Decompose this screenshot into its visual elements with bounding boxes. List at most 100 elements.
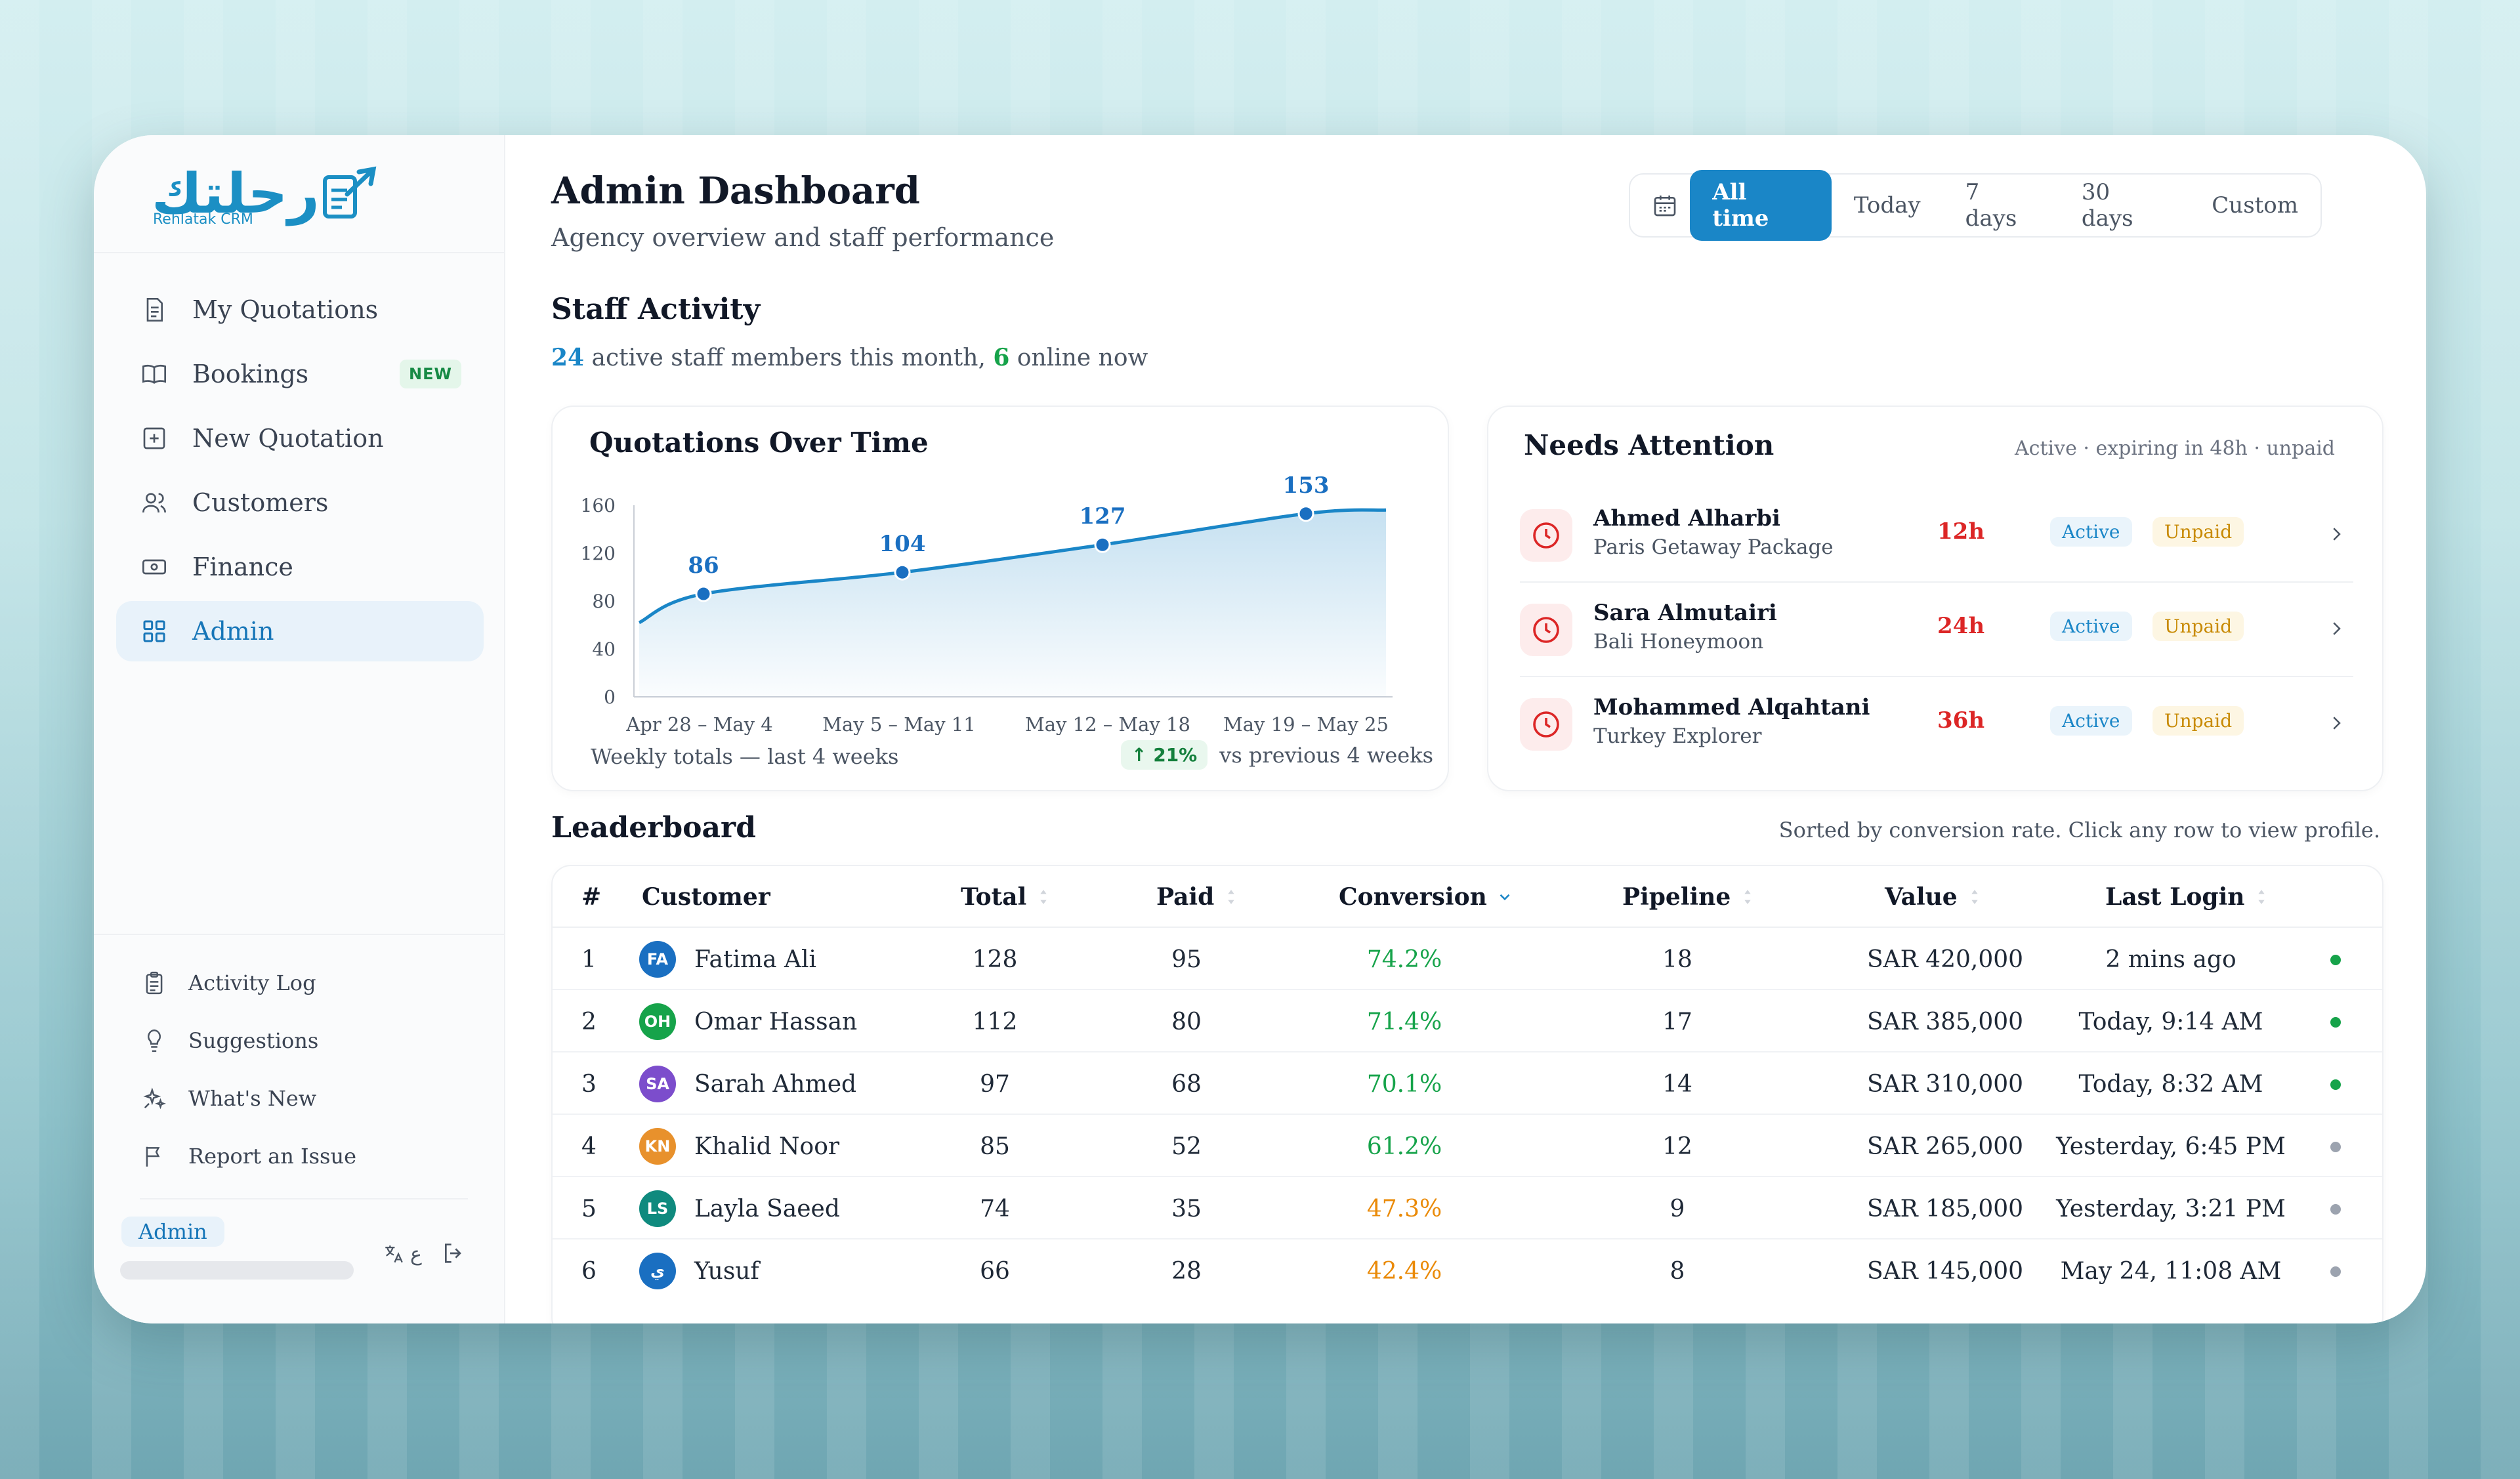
- clock-icon: [1520, 604, 1572, 656]
- sort-icon: [2258, 890, 2265, 904]
- customer-name-cell: Omar Hassan: [694, 1009, 858, 1035]
- rank-cell: 2: [581, 1009, 597, 1035]
- paid-cell: 80: [1171, 1009, 1202, 1035]
- online-status-dot: [2330, 1017, 2341, 1028]
- filter-30-days[interactable]: 30 days: [2081, 179, 2133, 232]
- chart-data-point[interactable]: [1094, 536, 1111, 553]
- chart-data-point[interactable]: [894, 564, 911, 581]
- chart-data-label: 153: [1283, 472, 1330, 499]
- status-badge: Active: [2050, 517, 2132, 547]
- sidebar-item-admin[interactable]: Admin: [116, 601, 484, 661]
- sort-icon: [1744, 890, 1751, 904]
- attention-customer-name: Ahmed Alharbi: [1593, 505, 1780, 531]
- column-paid[interactable]: Paid: [1156, 883, 1236, 911]
- cash-icon: [140, 552, 169, 581]
- table-row[interactable]: 4 KN Khalid Noor 85 52 61.2% 12 SAR 265,000 Yest…: [553, 1115, 2382, 1177]
- table-row[interactable]: 3 SA Sarah Ahmed 97 68 70.1% 14 SAR 310,000 Toda…: [553, 1052, 2382, 1115]
- y-tick-label: 160: [581, 495, 616, 516]
- value-cell: SAR 385,000: [1866, 1009, 2024, 1035]
- attention-package: Bali Honeymoon: [1593, 630, 1764, 654]
- filter-7-days[interactable]: 7 days: [1965, 179, 2017, 232]
- conversion-cell: 61.2%: [1366, 1133, 1442, 1160]
- plane-document-icon: [323, 166, 377, 219]
- value-cell: SAR 145,000: [1866, 1258, 2024, 1285]
- sidebar-item-finance[interactable]: Finance: [116, 537, 484, 597]
- customer-name-cell: Sarah Ahmed: [694, 1071, 857, 1098]
- paid-cell: 28: [1171, 1258, 1202, 1285]
- status-badge: Active: [2050, 706, 2132, 736]
- x-tick-label: May 5 – May 11: [822, 713, 975, 735]
- attention-customer-name: Sara Almutairi: [1593, 600, 1777, 626]
- pipeline-cell: 9: [1670, 1196, 1685, 1222]
- rank-cell: 3: [581, 1071, 597, 1098]
- chevron-right-icon: [2323, 614, 2349, 643]
- table-row[interactable]: 1 FA Fatima Ali 128 95 74.2% 18 SAR 420,000 2 mi…: [553, 928, 2382, 990]
- document-icon: [140, 295, 169, 324]
- sidebar-item-my-quotations[interactable]: My Quotations: [116, 280, 484, 340]
- divider: [140, 1198, 468, 1199]
- x-tick-label: Apr 28 – May 4: [625, 713, 772, 735]
- paid-cell: 52: [1171, 1133, 1202, 1160]
- customer-name-cell: Fatima Ali: [694, 946, 817, 973]
- pipeline-cell: 18: [1662, 946, 1692, 973]
- grid-icon: [140, 617, 169, 646]
- pipeline-cell: 14: [1662, 1071, 1692, 1098]
- attention-expiry: 12h: [1937, 518, 1985, 545]
- chart-data-label: 127: [1080, 503, 1126, 530]
- filter-all-time[interactable]: All time: [1690, 170, 1832, 241]
- chart-data-point[interactable]: [695, 585, 712, 602]
- avatar: KN: [639, 1128, 676, 1165]
- logout-button[interactable]: [435, 1235, 472, 1272]
- rank-cell: 6: [581, 1258, 597, 1285]
- delta-badge: ↑ 21%: [1121, 740, 1208, 770]
- staff-activity-summary: 24 active staff members this month, 6 on…: [551, 344, 1148, 371]
- sidebar-item-activity-log[interactable]: Activity Log: [116, 957, 484, 1009]
- sidebar-item-label: My Quotations: [192, 295, 379, 324]
- column-label: Paid: [1156, 883, 1215, 911]
- sidebar-item-new-quotation[interactable]: New Quotation: [116, 408, 484, 469]
- plus-square-icon: [140, 424, 169, 453]
- chart-delta: ↑ 21% vs previous 4 weeks: [1121, 740, 1433, 770]
- attention-row[interactable]: Mohammed Alqahtani Turkey Explorer 36h A…: [1520, 677, 2353, 772]
- last-login-cell: Yesterday, 3:21 PM: [2056, 1196, 2286, 1222]
- sidebar-item-bookings[interactable]: Bookings NEW: [116, 344, 484, 404]
- table-row[interactable]: 2 OH Omar Hassan 112 80 71.4% 17 SAR 385,000 Tod…: [553, 990, 2382, 1052]
- sort-icon: [1040, 890, 1047, 904]
- filter-custom[interactable]: Custom: [2212, 192, 2299, 219]
- calendar-icon[interactable]: [1650, 190, 1679, 220]
- column-value[interactable]: Value: [1885, 883, 1980, 911]
- offline-status-dot: [2330, 1266, 2341, 1277]
- column-last-login[interactable]: Last Login: [2105, 883, 2267, 911]
- column-label: Total: [961, 883, 1027, 911]
- column-conversion[interactable]: Conversion: [1339, 883, 1513, 911]
- sidebar-item-suggestions[interactable]: Suggestions: [116, 1014, 484, 1067]
- attention-customer-name: Mohammed Alqahtani: [1593, 694, 1870, 720]
- avatar: OH: [639, 1003, 676, 1040]
- user-role-badge: Admin: [121, 1217, 224, 1247]
- customer-name-cell: Layla Saeed: [694, 1196, 840, 1222]
- total-cell: 74: [980, 1196, 1010, 1222]
- total-cell: 112: [972, 1009, 1018, 1035]
- column-customer[interactable]: Customer: [642, 883, 770, 911]
- attention-row[interactable]: Ahmed Alharbi Paris Getaway Package 12h …: [1520, 488, 2353, 583]
- chevron-right-icon: [2323, 709, 2349, 738]
- sidebar-item-report-issue[interactable]: Report an Issue: [116, 1130, 484, 1182]
- logo-subtitle: Rehlatak CRM: [153, 211, 253, 228]
- logo[interactable]: رحلتك Rehlatak CRM: [94, 135, 504, 253]
- attention-row[interactable]: Sara Almutairi Bali Honeymoon 24h Active…: [1520, 583, 2353, 677]
- column-pipeline[interactable]: Pipeline: [1622, 883, 1753, 911]
- language-toggle-button[interactable]: ع: [376, 1238, 429, 1270]
- column-total[interactable]: Total: [961, 883, 1049, 911]
- sparkles-icon: [140, 1084, 169, 1113]
- sidebar-item-customers[interactable]: Customers: [116, 472, 484, 533]
- table-row[interactable]: 5 LS Layla Saeed 74 35 47.3% 9 SAR 185,000 Yeste…: [553, 1177, 2382, 1239]
- sidebar-item-whats-new[interactable]: What's New: [116, 1072, 484, 1125]
- table-row[interactable]: 6 ي Yusuf 66 28 42.4% 8 SAR 145,000 May 24, 11:0…: [553, 1239, 2382, 1302]
- x-tick-label: May 19 – May 25: [1223, 713, 1389, 735]
- last-login-cell: Today, 9:14 AM: [2078, 1009, 2263, 1035]
- page-subtitle: Agency overview and staff performance: [551, 223, 1055, 252]
- value-cell: SAR 185,000: [1866, 1196, 2024, 1222]
- filter-today[interactable]: Today: [1853, 192, 1921, 219]
- chart-data-point[interactable]: [1297, 505, 1314, 522]
- payment-badge: Unpaid: [2152, 706, 2244, 736]
